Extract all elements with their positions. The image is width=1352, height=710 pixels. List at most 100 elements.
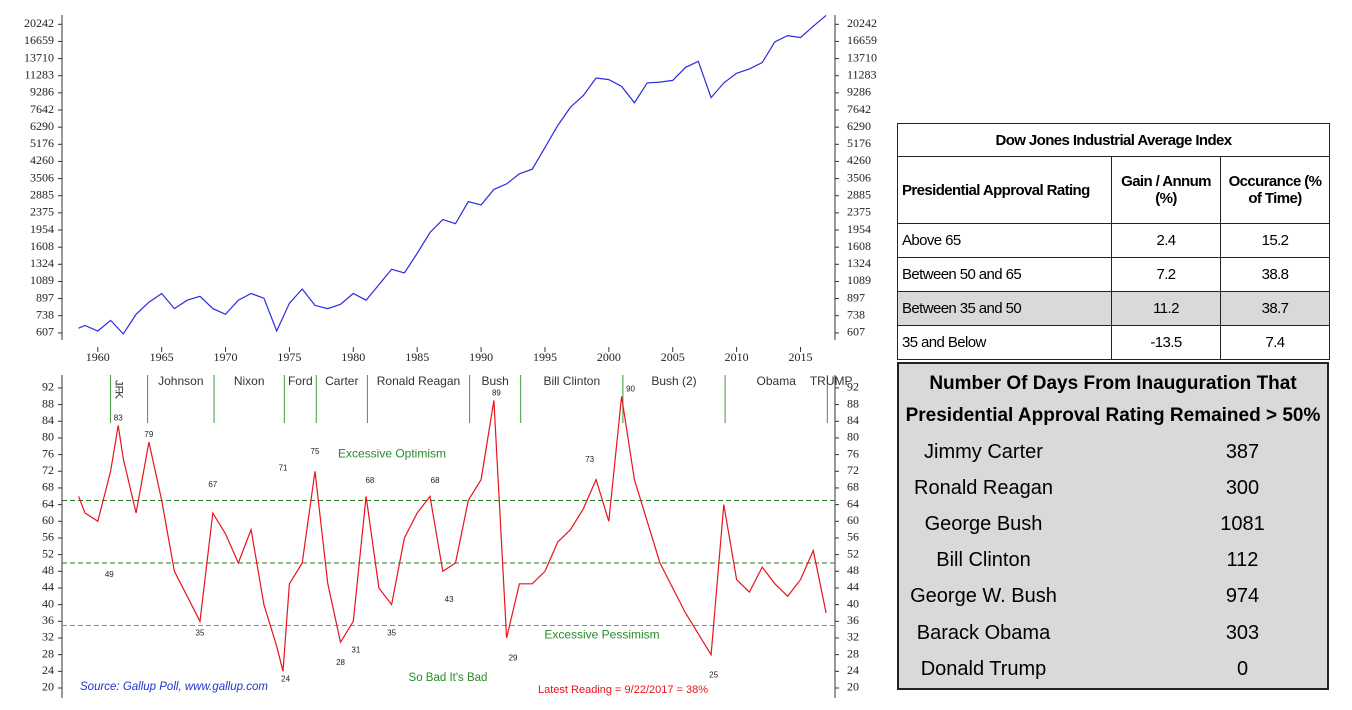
- y2-tick-label: 32: [847, 630, 859, 644]
- x-tick-label: 1970: [214, 350, 238, 364]
- y2-tick-label: 64: [847, 496, 859, 510]
- y2-tick-label: 72: [847, 463, 859, 477]
- point-label: 49: [105, 570, 114, 579]
- data-line: [78, 14, 827, 335]
- table-cell: 15.2: [1220, 223, 1330, 258]
- column-header: Gain / Annum (%): [1111, 156, 1221, 224]
- name-cell: Donald Trump: [920, 657, 1047, 680]
- y2-tick-label: 897: [847, 290, 865, 304]
- y-tick-label: 76: [42, 446, 54, 460]
- y2-tick-label: 13710: [847, 50, 877, 64]
- point-label: 75: [311, 447, 320, 456]
- x-tick-label: 2015: [789, 350, 813, 364]
- term-label: Ronald Reagan: [377, 374, 460, 388]
- name-cell: George W. Bush: [910, 585, 1057, 608]
- table-cell: 38.7: [1220, 291, 1330, 326]
- y-tick-label: 56: [42, 530, 54, 544]
- y2-tick-label: 1089: [847, 273, 871, 287]
- term-label: Bush: [481, 374, 508, 388]
- column-header: Presidential Approval Rating: [897, 156, 1112, 224]
- y-tick-label: 84: [42, 413, 54, 427]
- y-tick-label: 40: [42, 596, 54, 610]
- point-label: 79: [144, 430, 153, 439]
- y2-tick-label: 76: [847, 446, 859, 460]
- value-cell: 0: [1236, 657, 1249, 680]
- point-label: 67: [208, 480, 217, 489]
- table-title: Dow Jones Industrial Average Index: [897, 123, 1330, 157]
- table-cell: -13.5: [1111, 325, 1221, 360]
- value-cell: 387: [1225, 440, 1260, 463]
- x-tick-label: 1965: [150, 350, 174, 364]
- y-tick-label: 72: [42, 463, 54, 477]
- y-tick-label: 2375: [30, 205, 54, 219]
- table-cell: 7.4: [1220, 325, 1330, 360]
- name-cell: Ronald Reagan: [914, 476, 1053, 499]
- y-tick-label: 20: [42, 680, 54, 694]
- y2-tick-label: 11283: [847, 67, 877, 81]
- value-cell: 112: [1226, 549, 1259, 572]
- y2-tick-label: 92: [847, 380, 859, 394]
- y2-tick-label: 1954: [847, 222, 871, 236]
- point-label: 89: [492, 389, 501, 398]
- data-line: [78, 396, 827, 672]
- point-label: 83: [114, 414, 123, 423]
- note: Source: Gallup Poll, www.gallup.com: [80, 681, 268, 693]
- name-cell: Bill Clinton: [936, 549, 1031, 572]
- reference-label: Excessive Pessimism: [544, 628, 659, 642]
- x-tick-label: 1995: [533, 350, 557, 364]
- column-header: Occurance (% of Time): [1220, 156, 1330, 224]
- y2-tick-label: 28: [847, 646, 859, 660]
- y-tick-label: 52: [42, 546, 54, 560]
- y2-tick-label: 68: [847, 480, 859, 494]
- x-tick-label: 1980: [341, 350, 365, 364]
- table-row: Donald Trump 0: [899, 651, 1327, 687]
- y2-tick-label: 607: [847, 325, 865, 339]
- days-table: Number Of Days From Inauguration That Pr…: [897, 362, 1329, 690]
- value-cell: 974: [1225, 585, 1260, 608]
- table-cell: Above 65: [897, 223, 1112, 258]
- table-row: George W. Bush 974: [899, 579, 1327, 615]
- name-cell: Barack Obama: [916, 621, 1051, 644]
- term-label: Bush (2): [651, 374, 696, 388]
- term-label: Nixon: [234, 374, 265, 388]
- x-tick-label: 2000: [597, 350, 621, 364]
- term-label: Obama: [757, 374, 797, 388]
- point-label: 24: [281, 674, 290, 683]
- x-tick-label: 1975: [277, 350, 301, 364]
- value-cell: 1081: [1220, 512, 1265, 535]
- y2-tick-label: 1324: [847, 256, 871, 270]
- name-cell: Jimmy Carter: [924, 440, 1043, 463]
- x-tick-label: 2005: [661, 350, 685, 364]
- title-row: Dow Jones Industrial Average Index: [897, 123, 1330, 157]
- y-tick-label: 92: [42, 380, 54, 394]
- y-tick-label: 20242: [24, 16, 54, 30]
- header-row: Presidential Approval Rating Gain / Annum…: [897, 156, 1330, 224]
- y2-tick-label: 56: [847, 530, 859, 544]
- y-tick-label: 897: [36, 290, 54, 304]
- y-tick-label: 28: [42, 646, 54, 660]
- y-tick-label: 13710: [24, 50, 54, 64]
- y-tick-label: 60: [42, 513, 54, 527]
- y2-tick-label: 40: [847, 596, 859, 610]
- point-label: 35: [196, 629, 205, 638]
- term-label: TRUMP: [810, 374, 853, 388]
- y-tick-label: 1954: [30, 222, 54, 236]
- y-tick-label: 9286: [30, 85, 54, 99]
- point-label: 68: [365, 476, 374, 485]
- y-tick-label: 48: [42, 563, 54, 577]
- table-cell: 11.2: [1111, 291, 1221, 326]
- x-tick-label: 1985: [405, 350, 429, 364]
- table-title: Number Of Days From Inauguration That Pr…: [905, 373, 1321, 426]
- y-tick-label: 1608: [30, 239, 54, 253]
- y2-tick-label: 80: [847, 430, 859, 444]
- y-tick-label: 32: [42, 630, 54, 644]
- term-label: Ford: [288, 374, 313, 388]
- charts: 607 607 738 738 897 897 1089 1089 1324 1324 1608 16…: [24, 14, 877, 698]
- point-label: 71: [279, 464, 288, 473]
- y-tick-label: 36: [42, 613, 54, 627]
- y2-tick-label: 738: [847, 307, 865, 321]
- y-tick-label: 5176: [30, 136, 54, 150]
- table-cell: Between 35 and 50: [897, 291, 1112, 326]
- y2-tick-label: 5176: [847, 136, 871, 150]
- table-row: Jimmy Carter 387: [899, 434, 1327, 470]
